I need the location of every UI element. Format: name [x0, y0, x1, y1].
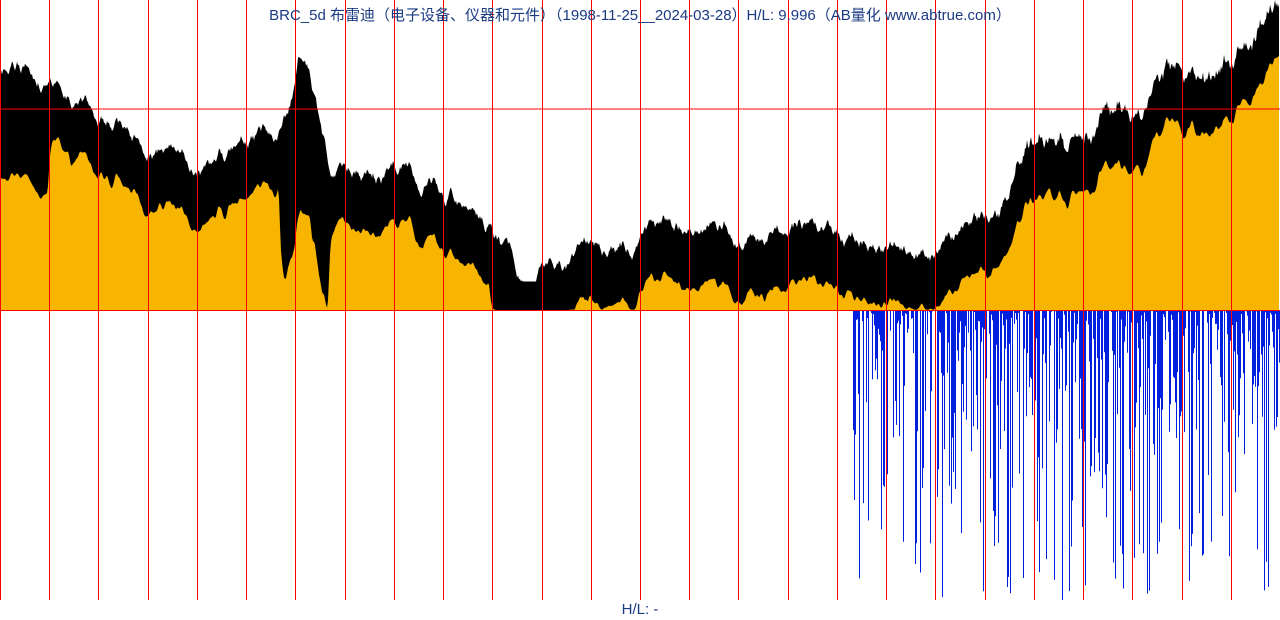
indicator-series-area: [853, 310, 1280, 600]
chart-footer: H/L: -: [0, 601, 1280, 618]
chart-title: BRC_5d 布雷迪（电子设备、仪器和元件）（1998-11-25__2024-…: [0, 4, 1280, 25]
price-chart: [0, 0, 1280, 620]
